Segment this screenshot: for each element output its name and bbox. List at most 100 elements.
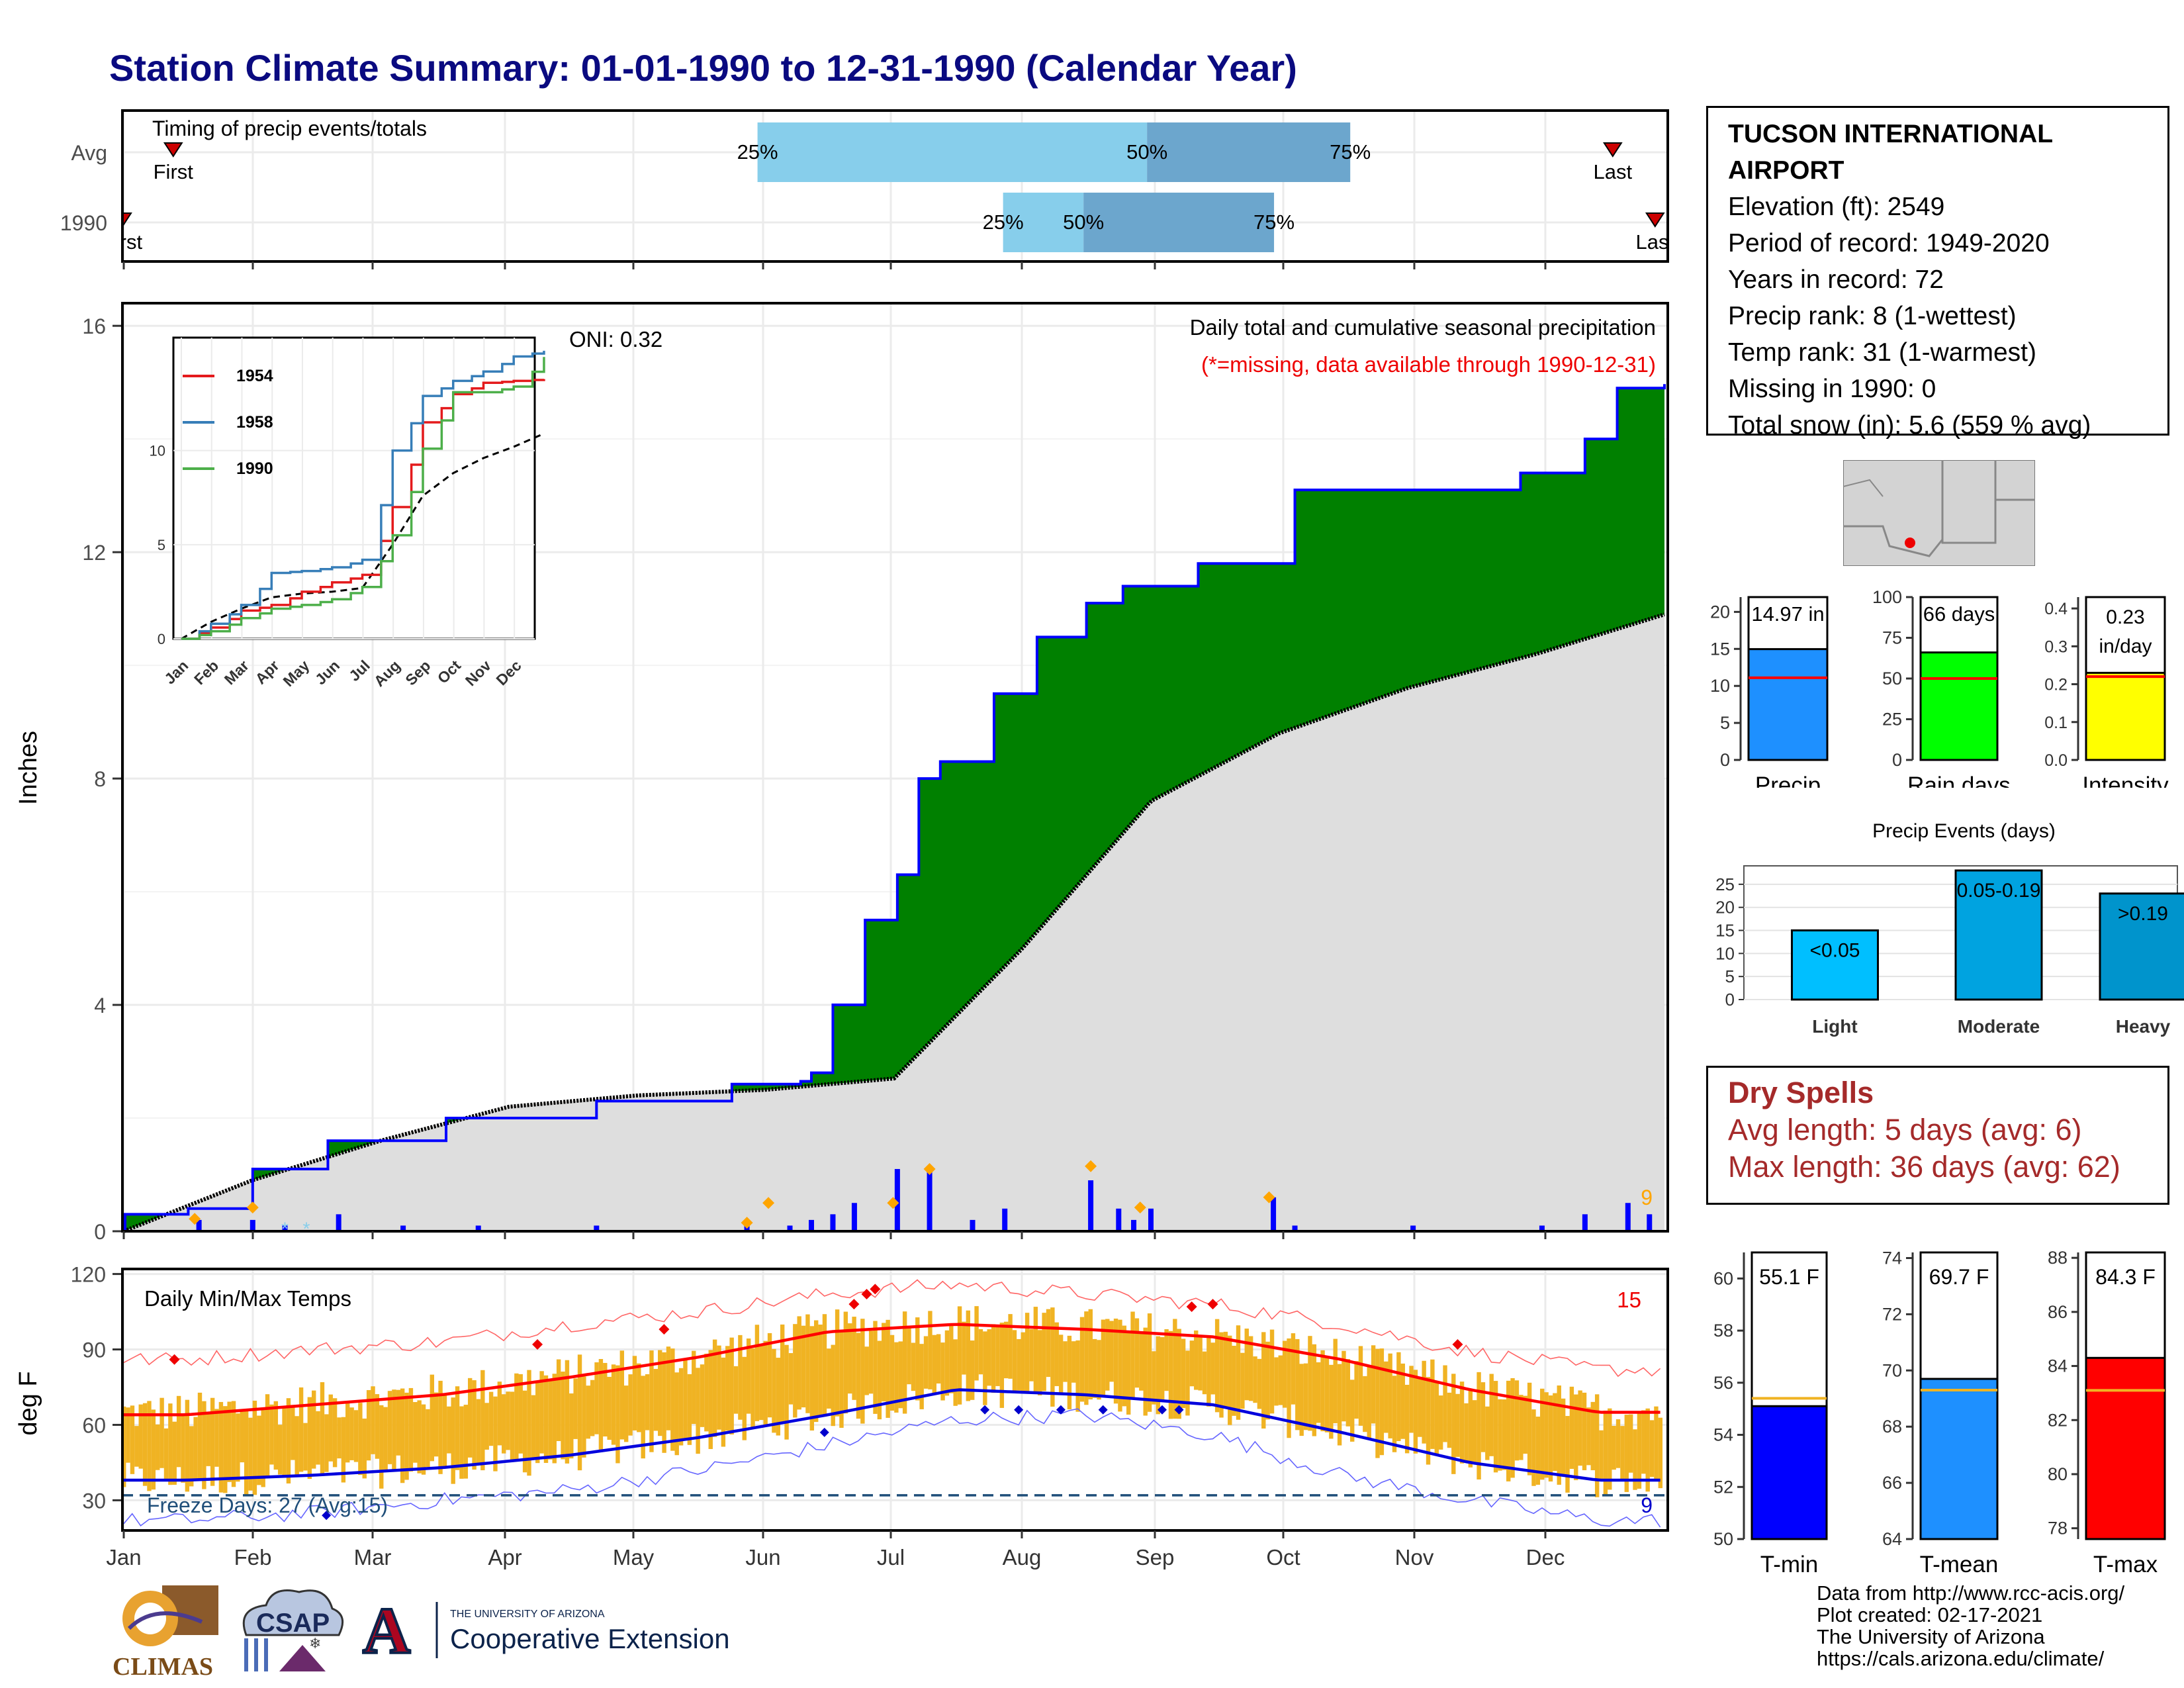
temp-daily-bar <box>421 1404 426 1475</box>
temp-daily-bar <box>502 1394 506 1454</box>
temp-daily-bar <box>615 1365 620 1464</box>
temp-record-low-marker <box>1056 1405 1066 1415</box>
temp-daily-bar <box>1232 1346 1236 1416</box>
mini-ytick-label: 15 <box>1710 639 1730 659</box>
mini-ytick-label: 56 <box>1713 1373 1733 1393</box>
precip-event-marker <box>189 1213 201 1225</box>
temp-daily-bar <box>408 1387 414 1472</box>
temp-daily-bar <box>1177 1329 1181 1419</box>
temp-record-low-marker <box>1098 1405 1108 1415</box>
mini-bar-label: 14.97 in <box>1751 602 1824 626</box>
temp-daily-bar <box>396 1389 400 1456</box>
temp-daily-bar <box>442 1393 447 1468</box>
temp-daily-bar <box>594 1362 599 1434</box>
temp-daily-bar <box>827 1348 831 1409</box>
precip-daily-bar <box>1582 1214 1588 1231</box>
temp-daily-bar <box>822 1314 827 1417</box>
station-precip-rank: Precip rank: 8 (1-wettest) <box>1728 302 2017 330</box>
temp-daily-bar <box>193 1417 198 1480</box>
temp-daily-bar <box>1308 1336 1312 1431</box>
inset-ytick-label: 10 <box>150 443 165 459</box>
temp-daily-bar <box>721 1357 726 1447</box>
temp-daily-bar <box>1333 1338 1338 1423</box>
mini-ytick-label: 75 <box>1882 628 1902 648</box>
temp-daily-bar <box>172 1421 177 1485</box>
temp-daily-bar <box>362 1418 367 1479</box>
events-bar-light <box>1791 929 1879 1001</box>
temp-daily-bar <box>936 1334 941 1383</box>
temp-daily-bar <box>1612 1426 1616 1470</box>
temp-daily-bar <box>873 1321 878 1414</box>
events-category-label: Moderate <box>1958 1016 2040 1037</box>
mini-bar-Intensity <box>2085 671 2166 761</box>
month-label: Jul <box>877 1545 905 1570</box>
temp-daily-bar <box>506 1391 510 1450</box>
temp-daily-bar <box>1396 1352 1401 1441</box>
temp-daily-bar <box>518 1374 523 1454</box>
precip-daily-bar <box>1410 1225 1416 1231</box>
precip-daily-bar <box>1131 1219 1137 1231</box>
precip-ytick-label: 4 <box>94 994 106 1017</box>
temp-daily-bar <box>1485 1406 1490 1460</box>
temp-daily-bar <box>1464 1403 1469 1461</box>
temp-daily-bar <box>303 1423 308 1471</box>
temp-daily-bar <box>156 1424 160 1470</box>
temp-daily-bar <box>1164 1329 1169 1391</box>
temp-daily-bar <box>269 1404 274 1465</box>
mini-ytick-label: 0 <box>1892 750 1902 770</box>
temp-daily-bar <box>468 1378 473 1458</box>
timing-bar-q3 <box>1083 193 1275 252</box>
temp-daily-bar <box>206 1413 210 1466</box>
temp-daily-bar <box>527 1370 531 1476</box>
temp-daily-bar <box>1514 1380 1520 1461</box>
temp-ytick-label: 60 <box>82 1413 106 1437</box>
temp-daily-bar <box>772 1348 776 1433</box>
temp-daily-bar <box>324 1414 329 1472</box>
precip-event-marker <box>1263 1191 1275 1203</box>
temp-daily-bar <box>704 1353 709 1432</box>
temp-daily-bar <box>197 1392 203 1481</box>
temp-daily-bar <box>510 1391 515 1460</box>
temp-daily-bar <box>282 1407 287 1476</box>
temp-daily-bar <box>176 1395 181 1468</box>
temp-daily-bar <box>252 1400 257 1495</box>
precip-ytick-label: 8 <box>94 767 106 791</box>
temp-daily-bar <box>1400 1363 1405 1439</box>
temp-daily-bar <box>759 1344 764 1421</box>
temp-daily-bar <box>1291 1333 1296 1405</box>
temp-daily-bar <box>379 1405 384 1489</box>
temp-daily-bar <box>649 1350 654 1452</box>
temp-daily-bar <box>451 1397 455 1484</box>
mini-ytick-label: 74 <box>1882 1248 1902 1268</box>
temp-daily-bar <box>312 1390 316 1469</box>
temp-daily-bar <box>1054 1322 1059 1386</box>
temp-daily-bar <box>552 1374 557 1464</box>
temp-daily-bar <box>332 1398 338 1468</box>
precip-event-marker <box>1134 1201 1146 1214</box>
temp-daily-bar <box>662 1352 666 1453</box>
temp-daily-bar <box>1324 1357 1330 1432</box>
temp-daily-bar <box>1236 1325 1241 1420</box>
station-info-box: TUCSON INTERNATIONAL AIRPORT Elevation (… <box>1706 106 2169 440</box>
temp-record-max-line <box>123 1279 1661 1378</box>
temp-daily-bar <box>430 1374 434 1462</box>
temp-daily-bar <box>754 1325 760 1421</box>
mini-ytick-label: 82 <box>2048 1410 2068 1430</box>
temp-daily-bar <box>151 1409 156 1490</box>
temp-daily-bar <box>763 1340 768 1426</box>
temp-daily-bar <box>1033 1307 1038 1393</box>
month-label: Aug <box>1003 1545 1042 1570</box>
temp-daily-bar <box>598 1359 604 1452</box>
temp-daily-bar <box>561 1372 565 1460</box>
temp-record-low-marker <box>322 1511 332 1521</box>
temp-daily-bar <box>831 1344 835 1427</box>
temp-daily-bar <box>1510 1378 1515 1478</box>
temp-daily-bar <box>923 1336 929 1389</box>
temp-daily-bar <box>497 1382 502 1446</box>
mini-ytick-label: 70 <box>1882 1360 1902 1380</box>
temp-daily-bar <box>1092 1338 1097 1398</box>
temp-daily-bar <box>1342 1350 1346 1422</box>
mini-ytick-label: 86 <box>2048 1302 2068 1322</box>
timing-marker-label: First <box>103 230 143 254</box>
temp-daily-bar <box>991 1324 996 1393</box>
